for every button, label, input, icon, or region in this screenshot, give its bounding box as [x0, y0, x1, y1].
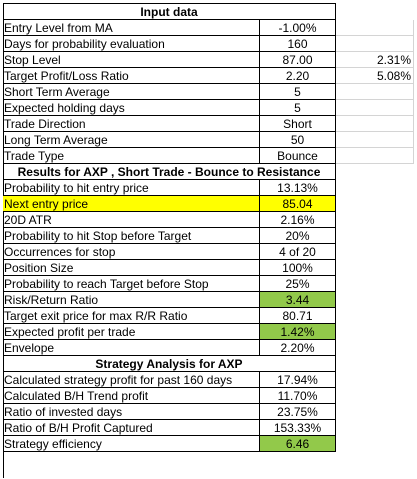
table-row: Probability to hit Stop before Target 20…	[0, 228, 417, 244]
table-row: Next entry price 85.04	[0, 196, 417, 212]
days-eval-value[interactable]: 160	[259, 36, 336, 52]
bh-trend-label[interactable]: Calculated B/H Trend profit	[3, 388, 259, 404]
table-row: Probability to reach Target before Stop …	[0, 276, 417, 292]
table-row: Probability to hit entry price 13.13%	[0, 180, 417, 196]
table-row: Position Size 100%	[0, 260, 417, 276]
strategy-header[interactable]: Strategy Analysis for AXP	[3, 356, 336, 372]
strategy-profit-label[interactable]: Calculated strategy profit for past 160 …	[3, 372, 259, 388]
expected-profit-label[interactable]: Expected profit per trade	[3, 324, 259, 340]
prob-target-label[interactable]: Probability to reach Target before Stop	[3, 276, 259, 292]
trade-direction-value[interactable]: Short	[259, 116, 336, 132]
strategy-efficiency-label[interactable]: Strategy efficiency	[3, 436, 259, 452]
table-top-border	[3, 3, 336, 4]
table-row: Occurrences for stop 4 of 20	[0, 244, 417, 260]
table-row: Ratio of invested days 23.75%	[0, 404, 417, 420]
entry-level-label[interactable]: Entry Level from MA	[3, 20, 259, 36]
atr-label[interactable]: 20D ATR	[3, 212, 259, 228]
target-exit-value[interactable]: 80.71	[259, 308, 336, 324]
prob-target-value[interactable]: 25%	[259, 276, 336, 292]
table-row: Expected profit per trade 1.42%	[0, 324, 417, 340]
table-row: Trade Type Bounce	[0, 148, 417, 164]
expected-profit-value[interactable]: 1.42%	[259, 324, 336, 340]
short-term-avg-label[interactable]: Short Term Average	[3, 84, 259, 100]
risk-return-value[interactable]: 3.44	[259, 292, 336, 308]
target-ratio-label[interactable]: Target Profit/Loss Ratio	[3, 68, 259, 84]
long-term-avg-extra[interactable]	[336, 132, 414, 148]
table-row: 20D ATR 2.16%	[0, 212, 417, 228]
prob-entry-value[interactable]: 13.13%	[259, 180, 336, 196]
invested-days-label[interactable]: Ratio of invested days	[3, 404, 259, 420]
occurrences-stop-value[interactable]: 4 of 20	[259, 244, 336, 260]
target-ratio-value[interactable]: 2.20	[259, 68, 336, 84]
target-exit-label[interactable]: Target exit price for max R/R Ratio	[3, 308, 259, 324]
holding-days-label[interactable]: Expected holding days	[3, 100, 259, 116]
risk-return-label[interactable]: Risk/Return Ratio	[3, 292, 259, 308]
trade-type-value[interactable]: Bounce	[259, 148, 336, 164]
table-row: Trade Direction Short	[0, 116, 417, 132]
table-row: Short Term Average 5	[0, 84, 417, 100]
occurrences-stop-label[interactable]: Occurrences for stop	[3, 244, 259, 260]
entry-level-value[interactable]: -1.00%	[259, 20, 336, 36]
bh-trend-value[interactable]: 11.70%	[259, 388, 336, 404]
entry-level-extra[interactable]	[336, 20, 414, 36]
bh-captured-value[interactable]: 153.33%	[259, 420, 336, 436]
table-row: Risk/Return Ratio 3.44	[0, 292, 417, 308]
table-row: Calculated strategy profit for past 160 …	[0, 372, 417, 388]
table-row: Long Term Average 50	[0, 132, 417, 148]
target-ratio-percent[interactable]: 5.08%	[336, 68, 414, 84]
trade-direction-label[interactable]: Trade Direction	[3, 116, 259, 132]
stop-level-percent[interactable]: 2.31%	[336, 52, 414, 68]
table-row: Envelope 2.20%	[0, 340, 417, 356]
strategy-profit-value[interactable]: 17.94%	[259, 372, 336, 388]
table-row: Days for probability evaluation 160	[0, 36, 417, 52]
short-term-avg-extra[interactable]	[336, 84, 414, 100]
long-term-avg-value[interactable]: 50	[259, 132, 336, 148]
results-header[interactable]: Results for AXP , Short Trade - Bounce t…	[3, 164, 336, 180]
envelope-label[interactable]: Envelope	[3, 340, 259, 356]
table-left-border	[3, 3, 4, 478]
stop-level-label[interactable]: Stop Level	[3, 52, 259, 68]
trade-type-label[interactable]: Trade Type	[3, 148, 259, 164]
next-entry-price-label[interactable]: Next entry price	[3, 196, 259, 212]
invested-days-value[interactable]: 23.75%	[259, 404, 336, 420]
table-row: Strategy efficiency 6.46	[0, 436, 417, 452]
table-row: Target exit price for max R/R Ratio 80.7…	[0, 308, 417, 324]
days-eval-label[interactable]: Days for probability evaluation	[3, 36, 259, 52]
prob-entry-label[interactable]: Probability to hit entry price	[3, 180, 259, 196]
position-size-value[interactable]: 100%	[259, 260, 336, 276]
short-term-avg-value[interactable]: 5	[259, 84, 336, 100]
holding-days-extra[interactable]	[336, 100, 414, 116]
prob-stop-label[interactable]: Probability to hit Stop before Target	[3, 228, 259, 244]
input-data-header[interactable]: Input data	[3, 4, 336, 20]
table-row: Ratio of B/H Profit Captured 153.33%	[0, 420, 417, 436]
envelope-value[interactable]: 2.20%	[259, 340, 336, 356]
trade-type-extra[interactable]	[336, 148, 414, 164]
bh-captured-label[interactable]: Ratio of B/H Profit Captured	[3, 420, 259, 436]
prob-stop-value[interactable]: 20%	[259, 228, 336, 244]
table-row: Target Profit/Loss Ratio 2.20 5.08%	[0, 68, 417, 84]
position-size-label[interactable]: Position Size	[3, 260, 259, 276]
atr-value[interactable]: 2.16%	[259, 212, 336, 228]
strategy-efficiency-value[interactable]: 6.46	[259, 436, 336, 452]
holding-days-value[interactable]: 5	[259, 100, 336, 116]
table-row: Entry Level from MA -1.00%	[0, 20, 417, 36]
long-term-avg-label[interactable]: Long Term Average	[3, 132, 259, 148]
next-entry-price-value[interactable]: 85.04	[259, 196, 336, 212]
days-eval-extra[interactable]	[336, 36, 414, 52]
stop-level-value[interactable]: 87.00	[259, 52, 336, 68]
trade-direction-extra[interactable]	[336, 116, 414, 132]
table-row: Calculated B/H Trend profit 11.70%	[0, 388, 417, 404]
table-row: Expected holding days 5	[0, 100, 417, 116]
table-row: Stop Level 87.00 2.31%	[0, 52, 417, 68]
